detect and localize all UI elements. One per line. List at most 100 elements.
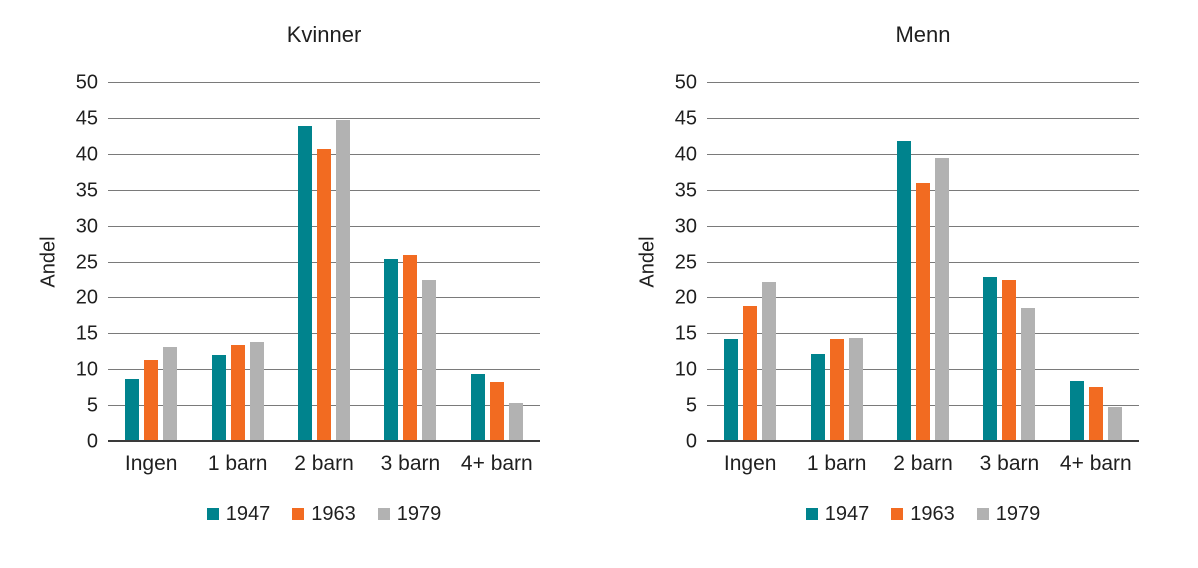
x-axis-line (108, 440, 540, 442)
bar-1963 (489, 382, 504, 442)
bar-1947 (470, 373, 485, 442)
bar-1979 (249, 342, 264, 442)
bar-1947 (125, 378, 140, 442)
bar-1947 (897, 141, 912, 442)
legend-label: 1947 (824, 502, 870, 525)
bar-group (454, 83, 540, 442)
y-tick-label: 30 (674, 215, 697, 238)
legend-item: 1963 (891, 503, 955, 526)
bar-1963 (743, 305, 758, 442)
bar-group (707, 83, 793, 442)
chart-title: Menn (895, 22, 951, 47)
bar-1963 (916, 182, 931, 442)
legend: 1947 1963 1979 (108, 502, 540, 526)
y-tick-label: 5 (86, 394, 98, 417)
bar-group (1053, 83, 1139, 442)
legend-swatch-icon (206, 508, 219, 520)
bar-group (793, 83, 879, 442)
legend-item: 1979 (377, 502, 442, 526)
y-tick-label: 50 (674, 71, 697, 94)
bar-1979 (508, 403, 523, 442)
y-tick-label: 45 (75, 107, 98, 130)
x-category-label: 4+ barn (460, 452, 533, 475)
x-axis-line (707, 440, 1139, 442)
bar-group (367, 83, 453, 442)
chart-title: Kvinner (286, 22, 362, 47)
gridline (707, 82, 1139, 83)
chart-panel-kvinner: Kvinner Andel 0 5 10 15 20 25 30 35 40 45 50 Ingen… (38, 22, 540, 526)
bar-group (108, 83, 194, 442)
x-category-label: 1 barn (806, 452, 867, 475)
legend-label: 1979 (396, 502, 442, 525)
y-tick-label: 20 (75, 286, 98, 309)
legend-label: 1979 (995, 502, 1041, 525)
gridline (707, 117, 1139, 119)
bar-1963 (1088, 386, 1103, 442)
plot-area (707, 82, 1139, 442)
x-axis-labels: Ingen 1 barn 2 barn 3 barn 4+ barn (108, 452, 540, 476)
bar-1963 (1002, 279, 1017, 442)
bar-1947 (983, 276, 998, 442)
bar-1979 (1107, 406, 1122, 442)
bar-1947 (211, 355, 226, 442)
legend: 1947 1963 1979 (707, 502, 1139, 526)
gridline (707, 153, 1139, 155)
x-category-label: Ingen (124, 452, 178, 475)
y-tick-label: 10 (75, 358, 98, 381)
y-tick-label: 0 (685, 430, 697, 453)
gridline (108, 117, 540, 119)
legend-item: 1947 (206, 503, 270, 526)
bar-1979 (163, 346, 178, 442)
y-tick-label: 50 (75, 71, 98, 94)
bar-1963 (317, 149, 332, 442)
legend-swatch-icon (891, 508, 904, 520)
x-axis-labels: Ingen 1 barn 2 barn 3 barn 4+ barn (707, 452, 1139, 476)
legend-item: 1947 (805, 502, 870, 526)
x-category-label: 2 barn (294, 452, 354, 475)
y-tick-label: 35 (674, 179, 697, 202)
x-category-label: 4+ barn (1059, 452, 1132, 475)
bar-1947 (298, 126, 313, 442)
bar-1979 (935, 157, 950, 442)
y-axis-ticks: 0 5 10 15 20 25 30 35 40 45 50 (655, 72, 697, 453)
legend-swatch-icon (805, 508, 818, 520)
bar-1963 (144, 360, 159, 442)
legend-label: 1963 (311, 502, 356, 525)
bar-1947 (1069, 380, 1084, 442)
x-category-label: 2 barn (893, 452, 953, 475)
bar-1979 (762, 281, 777, 442)
gridline (108, 82, 540, 83)
bar-1979 (848, 337, 863, 442)
plot-area (108, 82, 540, 442)
bar-group (281, 83, 367, 442)
y-tick-label: 25 (674, 251, 697, 273)
y-tick-label: 40 (674, 143, 697, 166)
y-tick-label: 0 (86, 430, 98, 453)
y-axis-ticks: 0 5 10 15 20 25 30 35 40 45 50 (56, 72, 98, 453)
x-category-label: 3 barn (979, 452, 1040, 475)
y-tick-label: 15 (674, 322, 697, 345)
y-tick-label: 35 (75, 179, 98, 202)
x-category-label: 3 barn (380, 452, 441, 475)
bars-container (707, 83, 1139, 442)
bar-1947 (384, 258, 399, 442)
bar-1963 (829, 339, 844, 442)
bar-group (194, 83, 280, 442)
y-tick-label: 5 (685, 394, 697, 417)
y-tick-label: 20 (674, 286, 697, 309)
bar-1963 (403, 254, 418, 442)
bars-container (108, 83, 540, 442)
legend-item: 1963 (292, 503, 356, 526)
y-tick-label: 40 (75, 143, 98, 166)
bar-group (880, 83, 966, 442)
y-tick-label: 10 (674, 358, 697, 381)
bar-1947 (724, 339, 739, 442)
legend-item: 1979 (976, 502, 1041, 526)
bar-group (966, 83, 1052, 442)
y-tick-label: 30 (75, 215, 98, 238)
legend-swatch-icon (976, 508, 989, 520)
chart-panel-menn: Menn Andel 0 5 10 15 20 25 30 35 40 45 50 Ingen 1 b… (599, 0, 1198, 568)
y-tick-label: 15 (75, 322, 98, 345)
legend-swatch-icon (377, 508, 390, 520)
